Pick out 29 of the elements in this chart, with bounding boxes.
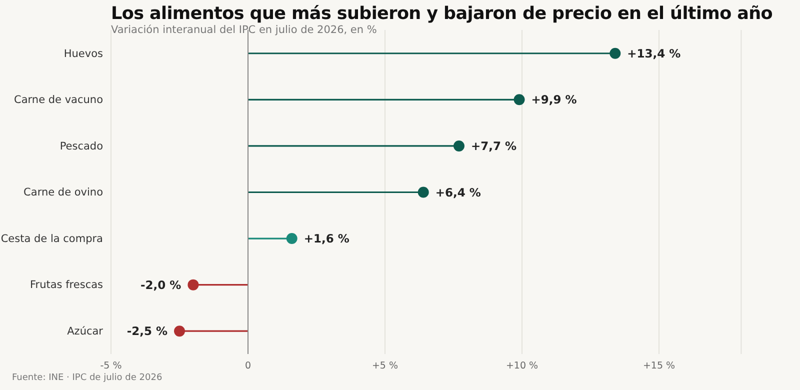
data-label: -2,0 %	[140, 278, 182, 292]
point	[286, 233, 298, 244]
chart-subtitle: Variación interanual del IPC en julio de 2026, en %	[111, 24, 377, 36]
y-tick-label: Pescado	[60, 140, 103, 152]
y-tick-label: Azúcar	[67, 326, 104, 338]
x-tick-label: +5 %	[372, 360, 398, 372]
x-tick-label: +15 %	[642, 360, 676, 372]
point	[174, 326, 185, 337]
y-tick-label: Carne de vacuno	[14, 94, 103, 106]
source-note: Fuente: INE · IPC de julio de 2026	[12, 373, 162, 383]
x-tick-label: +10 %	[506, 360, 538, 372]
point	[188, 279, 199, 290]
y-tick-label: Carne de ovino	[24, 186, 103, 199]
point	[453, 140, 464, 152]
point	[514, 94, 525, 106]
data-label: +9,9 %	[531, 92, 578, 107]
point	[610, 48, 621, 59]
data-label: +1,6 %	[304, 232, 350, 246]
point	[418, 186, 429, 198]
data-label: +6,4 %	[435, 185, 482, 200]
y-tick-label: Frutas frescas	[30, 279, 103, 292]
y-tick-label: Huevos	[64, 48, 103, 60]
y-tick-label: Cesta de la compra	[0, 232, 103, 245]
data-label: -2,5 %	[126, 324, 168, 338]
data-label: +13,4 %	[627, 46, 682, 60]
x-tick-label: -5 %	[100, 360, 122, 372]
chart-title: Los alimentos que más subieron y bajaron de precio en el último año	[111, 4, 773, 24]
data-label: +7,7 %	[470, 138, 517, 153]
x-tick-label: 0	[244, 360, 252, 372]
